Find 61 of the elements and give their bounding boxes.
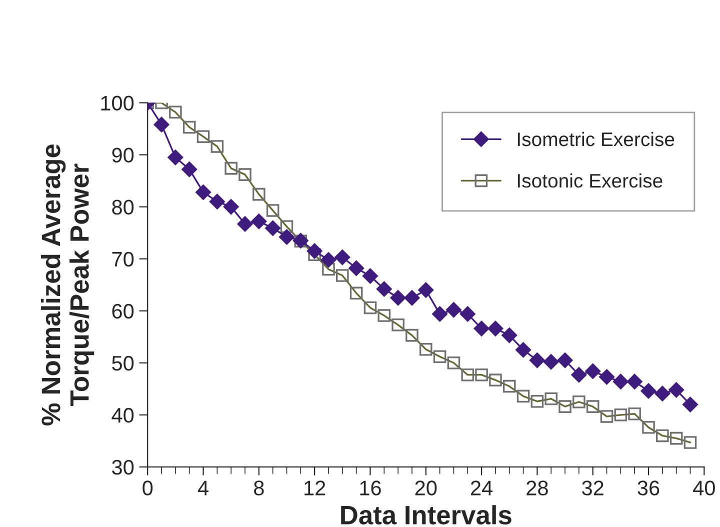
x-tick-label: 0: [142, 480, 153, 496]
point: [209, 194, 225, 210]
point: [599, 369, 614, 385]
y-tick-label: 50: [112, 356, 134, 371]
y-tick-label: 80: [112, 200, 134, 215]
point: [334, 250, 350, 265]
point: [626, 374, 642, 390]
legend-label: Isometric Exercise: [518, 132, 674, 146]
x-tick-label: 12: [304, 480, 326, 496]
y-tick-label: 40: [112, 408, 134, 423]
point: [168, 150, 184, 166]
x-tick-label: 36: [638, 480, 660, 496]
point: [279, 229, 294, 245]
legend-label: Isotonic Exercise: [518, 173, 662, 188]
point: [404, 290, 420, 306]
point: [432, 306, 448, 322]
point: [640, 383, 656, 399]
point: [585, 363, 601, 379]
point: [348, 260, 364, 276]
point: [460, 306, 476, 322]
point: [682, 396, 698, 412]
x-tick-label: 32: [582, 480, 604, 496]
y-tick-label: 100: [101, 96, 134, 111]
point: [306, 243, 322, 259]
point: [362, 268, 378, 284]
point: [390, 290, 406, 306]
point: [237, 216, 253, 232]
point: [502, 328, 518, 344]
point: [265, 220, 281, 236]
point: [418, 282, 434, 298]
point: [376, 281, 392, 297]
point: [529, 352, 545, 368]
point: [612, 374, 628, 390]
y-tick-label: 70: [112, 252, 134, 267]
y-tick-label: 60: [112, 304, 134, 319]
x-axis-title: Data Intervals: [341, 505, 512, 524]
y-tick-label: 30: [112, 460, 134, 475]
x-tick-label: 8: [254, 480, 264, 496]
point: [182, 162, 198, 178]
point: [446, 302, 462, 318]
point: [557, 352, 573, 368]
point: [654, 386, 670, 402]
x-tick-label: 28: [526, 480, 548, 496]
point: [223, 199, 239, 215]
x-tick-label: 40: [693, 480, 715, 496]
point: [668, 382, 684, 398]
x-tick-label: 16: [360, 480, 381, 496]
point: [543, 354, 559, 370]
point: [251, 214, 267, 230]
point: [196, 184, 211, 200]
x-tick-label: 4: [198, 480, 208, 496]
point: [154, 116, 170, 132]
x-tick-label: 20: [415, 480, 437, 496]
x-tick-label: 24: [471, 480, 493, 496]
y-tick-label: 90: [112, 148, 134, 163]
point: [320, 252, 336, 268]
y-axis-title: % Normalized Average Torque/Peak Power: [40, 144, 94, 426]
point: [571, 367, 587, 383]
point: [516, 342, 531, 358]
point: [474, 320, 490, 336]
point: [488, 320, 504, 336]
